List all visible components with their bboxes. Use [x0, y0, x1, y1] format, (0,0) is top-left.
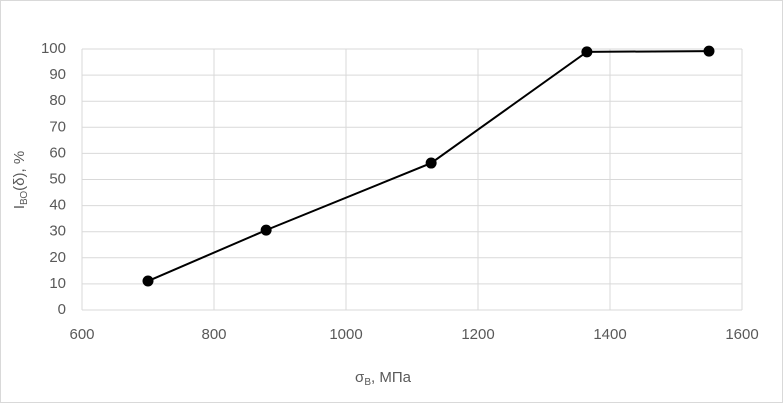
- y-tick-label: 60: [49, 144, 66, 161]
- y-tick-label: 70: [49, 118, 66, 135]
- y-tick-label: 0: [58, 301, 66, 318]
- y-tick-label: 50: [49, 170, 66, 187]
- x-tick-label: 1400: [593, 326, 626, 343]
- x-label-main: σ: [355, 369, 365, 386]
- y-label-sub: ВО: [19, 191, 30, 205]
- y-tick-label: 80: [49, 92, 66, 109]
- x-tick-label: 1600: [725, 326, 758, 343]
- y-tick-label: 40: [49, 197, 66, 214]
- x-label-sub: В: [364, 377, 371, 388]
- y-axis-label: IВО(δ), %: [11, 151, 30, 209]
- x-tick-label: 1200: [461, 326, 494, 343]
- x-tick-label: 800: [201, 326, 226, 343]
- y-tick-label: 20: [49, 249, 66, 266]
- x-tick-label: 600: [69, 326, 94, 343]
- y-tick-label: 100: [41, 40, 66, 57]
- x-axis-label: σВ, МПа: [355, 369, 412, 388]
- x-label-rest: , МПа: [371, 369, 412, 386]
- x-tick-label: 1000: [329, 326, 362, 343]
- data-point: [425, 157, 437, 169]
- data-point: [142, 275, 154, 287]
- y-label-main: I: [11, 205, 28, 209]
- y-tick-label: 10: [49, 275, 66, 292]
- data-point: [703, 45, 715, 57]
- data-point: [581, 46, 593, 58]
- data-point: [260, 224, 272, 236]
- y-tick-label: 30: [49, 223, 66, 240]
- y-tick-label: 90: [49, 66, 66, 83]
- y-label-rest: (δ), %: [11, 151, 28, 191]
